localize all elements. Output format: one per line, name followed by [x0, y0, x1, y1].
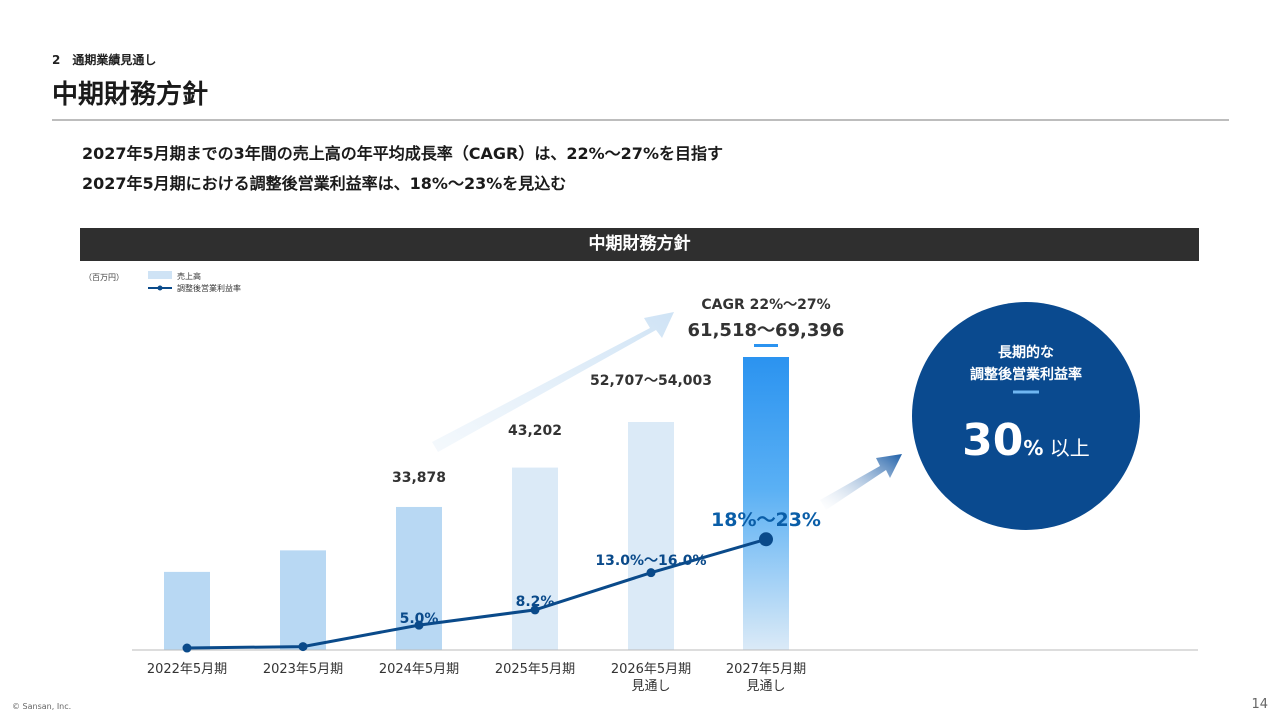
x-tick-label: 2025年5月期 — [495, 662, 575, 677]
revenue-bar-2 — [280, 550, 326, 650]
margin-value-label: 8.2% — [516, 594, 555, 610]
x-tick-label: 2022年5月期 — [147, 662, 227, 677]
margin-point — [414, 620, 424, 630]
x-tick-label: 見通し — [746, 679, 785, 694]
callout-value-percent: % — [1023, 436, 1043, 460]
legend-swatch-bar — [148, 271, 172, 279]
unit-label: （百万円） — [84, 273, 124, 282]
revenue-value-label: 61,518～69,396 — [688, 320, 845, 341]
title-divider — [52, 119, 1229, 121]
margin-point — [182, 643, 192, 653]
legend-label-revenue: 売上高 — [177, 271, 201, 281]
x-tick-label: 2027年5月期 — [726, 662, 806, 677]
cagr-arrow-icon — [432, 312, 674, 452]
revenue-value-label: 43,202 — [508, 423, 562, 439]
margin-point — [646, 568, 656, 578]
revenue-bar-1 — [164, 571, 210, 650]
margin-point — [298, 642, 308, 652]
margin-value-label: 13.0%～16.0% — [595, 553, 706, 569]
page-title: 中期財務方針 — [52, 80, 209, 110]
x-tick-label: 2023年5月期 — [263, 662, 343, 677]
section-label: 2 通期業績見通し — [52, 53, 157, 67]
x-tick-label: 見通し — [631, 679, 670, 694]
revenue-bar-5 — [628, 421, 674, 650]
callout-line2: 調整後営業利益率 — [970, 366, 1082, 383]
margin-line — [186, 537, 767, 650]
x-tick-label: 2026年5月期 — [611, 662, 691, 677]
range-marker — [754, 344, 778, 347]
revenue-bar-4 — [512, 467, 558, 650]
lead-text-cagr: 2027年5月期までの3年間の売上高の年平均成長率（CAGR）は、22%～27%… — [82, 144, 723, 163]
copyright-text: © Sansan, Inc. — [12, 702, 72, 711]
long-term-target-circle — [912, 302, 1140, 530]
margin-value-label: 5.0% — [400, 611, 439, 627]
x-tick-label: 2024年5月期 — [379, 662, 459, 677]
margin-point — [759, 532, 773, 547]
margin-value-label: 18%～23% — [711, 509, 821, 531]
lead-text-margin: 2027年5月期における調整後営業利益率は、18%～23%を見込む — [82, 174, 567, 193]
callout-value-number: 30 — [962, 415, 1023, 466]
callout-value-tail: 以上 — [1043, 436, 1089, 460]
chart-banner: 中期財務方針 — [80, 228, 1199, 261]
callout-line1: 長期的な — [998, 344, 1054, 361]
page-number: 14 — [1251, 697, 1268, 712]
cagr-label: CAGR 22%～27% — [701, 297, 830, 313]
revenue-value-label: 33,878 — [392, 470, 446, 486]
legend-label-margin: 調整後営業利益率 — [177, 283, 241, 293]
callout-arrow-icon — [820, 454, 902, 510]
revenue-value-label: 52,707～54,003 — [590, 373, 712, 389]
revenue-bar-6 — [743, 357, 789, 650]
legend-swatch-dot — [157, 285, 163, 291]
margin-point — [530, 605, 540, 615]
callout-value: 30% 以上 — [962, 415, 1090, 466]
